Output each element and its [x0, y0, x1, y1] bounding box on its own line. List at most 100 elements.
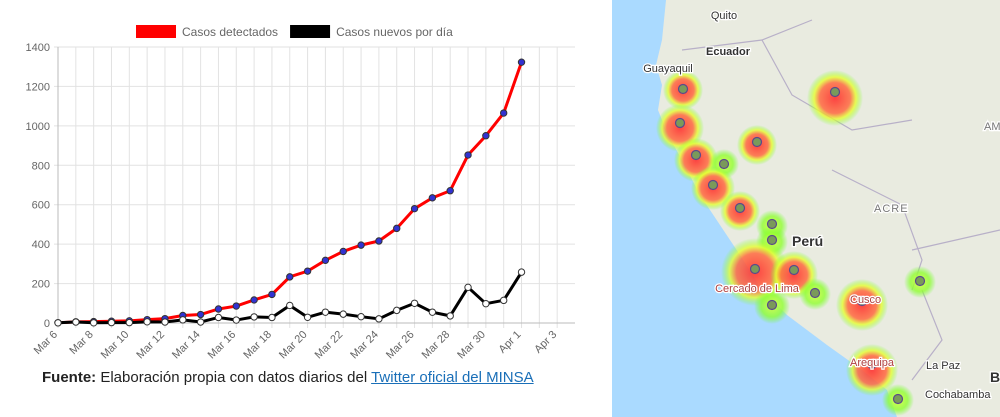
data-point	[339, 247, 347, 256]
marker	[856, 295, 868, 307]
legend-label: Casos nuevos por día	[336, 25, 453, 39]
map-label: Guayaquil	[643, 63, 693, 75]
marker	[690, 149, 702, 161]
data-point	[179, 316, 187, 324]
y-tick-label: 600	[32, 200, 50, 212]
marker	[734, 202, 746, 214]
data-point	[446, 312, 454, 320]
data-point	[357, 241, 365, 249]
data-point	[410, 299, 419, 307]
x-tick-label: Mar 30	[455, 329, 488, 362]
ocean	[612, 0, 897, 417]
data-point	[357, 312, 365, 321]
data-point	[339, 310, 347, 318]
data-point	[286, 301, 294, 310]
data-point	[393, 224, 401, 233]
marker	[829, 86, 841, 98]
data-point	[268, 290, 276, 299]
marker	[766, 299, 778, 311]
x-tick-label: Mar 16	[206, 329, 239, 362]
map-label: Ecuador	[706, 46, 751, 58]
caption-link[interactable]: Twitter oficial del MINSA	[371, 369, 534, 386]
data-point	[303, 313, 312, 321]
marker	[866, 358, 878, 370]
data-point	[161, 318, 169, 326]
marker	[718, 158, 730, 170]
x-tick-label: Apr 3	[532, 329, 559, 356]
data-point	[464, 151, 472, 159]
x-tick-label: Apr 1	[497, 329, 524, 356]
data-point	[517, 268, 526, 276]
marker	[751, 136, 763, 148]
heat-spot	[846, 344, 898, 396]
map-label: Cercado de Lima	[715, 283, 800, 295]
y-tick-label: 400	[32, 239, 50, 251]
data-point	[54, 319, 62, 327]
data-point	[143, 318, 151, 326]
legend-label: Casos detectados	[182, 25, 278, 39]
y-tick-label: 1400	[26, 42, 50, 54]
marker	[674, 117, 686, 129]
x-tick-label: Mar 12	[134, 329, 167, 362]
data-point	[375, 237, 383, 245]
map: Quito Ecuador Guayaquil Perú Cercado de …	[612, 0, 1000, 417]
x-tick-label: Mar 24	[348, 329, 381, 362]
data-point	[375, 315, 383, 323]
data-point	[499, 296, 508, 305]
y-tick-label: 1000	[26, 121, 50, 133]
data-point	[393, 306, 401, 315]
map-label: Cochabamba	[925, 389, 991, 401]
data-point	[214, 313, 223, 322]
map-label: B	[990, 369, 1000, 385]
marker	[749, 263, 761, 275]
map-label: Quito	[711, 10, 737, 22]
x-tick-label: Mar 10	[99, 329, 132, 362]
legend-swatch	[290, 25, 331, 38]
caption-text: Elaboración propia con datos diarios del	[100, 369, 368, 386]
y-tick-label: 1200	[26, 81, 50, 93]
marker	[707, 179, 719, 191]
marker	[809, 287, 821, 299]
marker	[788, 264, 800, 276]
data-point	[321, 308, 330, 316]
data-point	[499, 109, 508, 117]
data-point	[232, 316, 240, 324]
marker	[914, 275, 926, 287]
legend-swatch	[136, 25, 176, 38]
map-label: ACRE	[874, 203, 909, 215]
map-label: AMA	[984, 121, 1000, 133]
data-point	[196, 318, 205, 326]
data-point	[250, 313, 258, 321]
markers	[674, 83, 926, 405]
x-tick-label: Mar 28	[420, 329, 453, 362]
data-point	[250, 296, 258, 304]
data-point	[72, 318, 80, 326]
data-point	[232, 302, 240, 310]
map-label: Arequipa	[850, 357, 895, 369]
data-point	[428, 308, 437, 316]
x-tick-label: Mar 14	[170, 329, 203, 362]
data-point	[428, 194, 437, 202]
caption-label: Fuente:	[42, 369, 97, 386]
x-tick-label: Mar 26	[384, 329, 417, 362]
x-tick-label: Mar 22	[313, 329, 346, 362]
map-label: La Paz	[926, 360, 960, 372]
caption: Fuente: Elaboración propia con datos dia…	[42, 369, 534, 386]
data-point	[303, 267, 312, 275]
marker	[677, 83, 689, 95]
x-tick-label: Mar 6	[32, 329, 60, 357]
data-point	[517, 58, 526, 66]
y-tick-label: 800	[32, 160, 50, 172]
data-point	[482, 299, 490, 308]
data-point	[464, 283, 472, 292]
marker	[766, 234, 778, 246]
y-tick-label: 0	[44, 318, 50, 330]
map-label: Cusco	[850, 294, 881, 306]
map-label: Perú	[792, 233, 823, 249]
data-point	[321, 256, 330, 265]
data-point	[286, 273, 294, 281]
data-point	[107, 318, 116, 327]
heat-spot	[807, 70, 863, 126]
